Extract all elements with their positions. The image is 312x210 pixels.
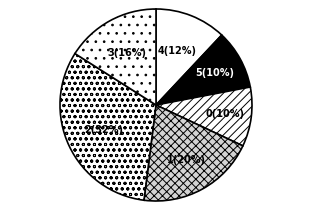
Text: 2(32%): 2(32%): [84, 125, 123, 135]
Text: 0(10%): 0(10%): [205, 109, 244, 119]
Wedge shape: [144, 105, 243, 201]
Wedge shape: [156, 9, 222, 105]
Text: 5(10%): 5(10%): [195, 68, 234, 78]
Text: 3(16%): 3(16%): [108, 48, 147, 58]
Text: 4(12%): 4(12%): [158, 46, 197, 56]
Text: 1(20%): 1(20%): [167, 155, 206, 165]
Wedge shape: [75, 9, 156, 105]
Wedge shape: [156, 35, 250, 105]
Wedge shape: [156, 87, 252, 146]
Wedge shape: [60, 54, 156, 200]
